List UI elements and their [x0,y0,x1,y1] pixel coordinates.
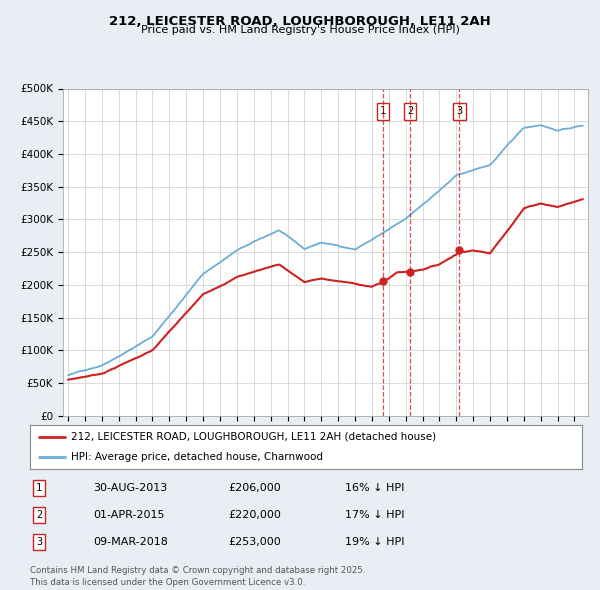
Text: Price paid vs. HM Land Registry's House Price Index (HPI): Price paid vs. HM Land Registry's House … [140,25,460,35]
Text: 212, LEICESTER ROAD, LOUGHBOROUGH, LE11 2AH: 212, LEICESTER ROAD, LOUGHBOROUGH, LE11 … [109,15,491,28]
Text: £220,000: £220,000 [228,510,281,520]
Text: £253,000: £253,000 [228,537,281,547]
Text: 17% ↓ HPI: 17% ↓ HPI [345,510,404,520]
Text: HPI: Average price, detached house, Charnwood: HPI: Average price, detached house, Char… [71,452,323,462]
Text: 1: 1 [36,483,42,493]
Text: 3: 3 [36,537,42,547]
Text: 2: 2 [36,510,42,520]
Text: 212, LEICESTER ROAD, LOUGHBOROUGH, LE11 2AH (detached house): 212, LEICESTER ROAD, LOUGHBOROUGH, LE11 … [71,432,437,442]
Text: 3: 3 [456,106,463,116]
Text: 09-MAR-2018: 09-MAR-2018 [93,537,168,547]
Text: 2: 2 [407,106,413,116]
Text: 01-APR-2015: 01-APR-2015 [93,510,164,520]
Text: 16% ↓ HPI: 16% ↓ HPI [345,483,404,493]
Text: 30-AUG-2013: 30-AUG-2013 [93,483,167,493]
Text: Contains HM Land Registry data © Crown copyright and database right 2025.
This d: Contains HM Land Registry data © Crown c… [30,566,365,587]
Text: 19% ↓ HPI: 19% ↓ HPI [345,537,404,547]
Text: 1: 1 [380,106,386,116]
Text: £206,000: £206,000 [228,483,281,493]
